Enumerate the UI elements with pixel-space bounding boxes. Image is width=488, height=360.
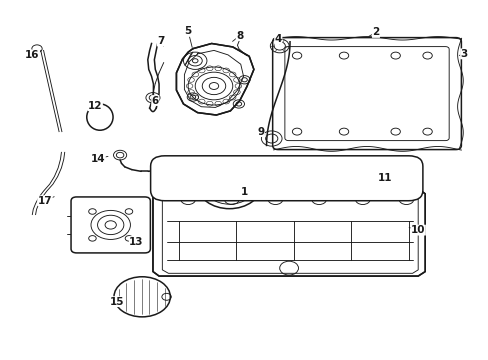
FancyBboxPatch shape — [285, 46, 448, 141]
Polygon shape — [153, 189, 425, 276]
Text: 11: 11 — [377, 173, 392, 183]
Text: 15: 15 — [109, 297, 124, 307]
Text: 8: 8 — [236, 31, 243, 41]
Text: 4: 4 — [274, 34, 282, 44]
Text: 13: 13 — [129, 237, 143, 247]
Text: 12: 12 — [88, 101, 102, 111]
FancyBboxPatch shape — [272, 37, 461, 150]
Text: 3: 3 — [460, 49, 467, 59]
Text: 16: 16 — [25, 50, 40, 60]
Text: 1: 1 — [241, 187, 247, 197]
FancyBboxPatch shape — [71, 197, 150, 253]
Text: 5: 5 — [184, 26, 191, 36]
Text: 6: 6 — [151, 95, 159, 105]
Text: 14: 14 — [91, 154, 105, 163]
Text: 10: 10 — [410, 225, 425, 235]
Text: 7: 7 — [157, 36, 164, 46]
Text: 17: 17 — [38, 196, 52, 206]
Text: 9: 9 — [257, 127, 264, 136]
FancyBboxPatch shape — [150, 156, 422, 201]
Text: 2: 2 — [371, 27, 379, 37]
Polygon shape — [176, 44, 253, 115]
